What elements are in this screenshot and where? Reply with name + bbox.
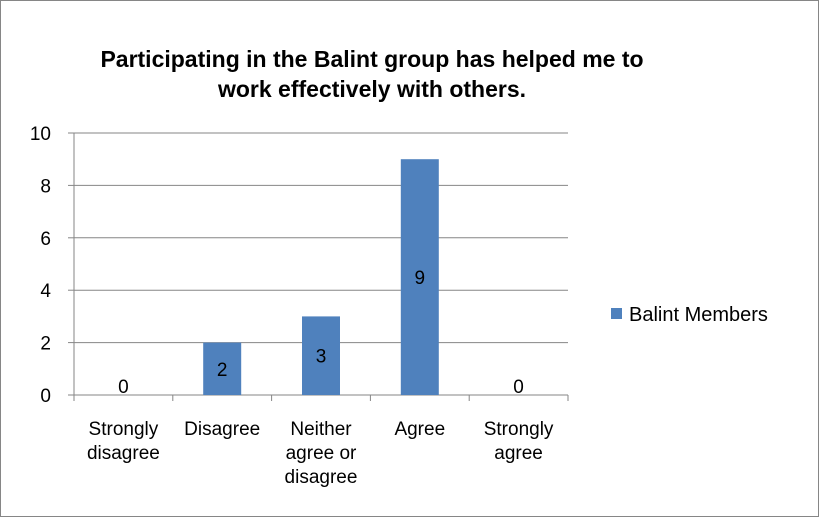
chart-title-line: Participating in the Balint group has he… (100, 46, 643, 72)
legend-swatch (611, 308, 622, 319)
x-category-label: agree (494, 443, 543, 464)
bars (203, 159, 439, 395)
y-tick-label: 4 (40, 281, 51, 302)
bar (400, 159, 439, 395)
legend: Balint Members (611, 304, 768, 326)
data-label: 3 (316, 347, 327, 368)
y-tick-label: 6 (40, 229, 51, 250)
gridlines (74, 132, 568, 344)
y-tick-label: 8 (40, 176, 51, 197)
data-label: 0 (513, 377, 524, 398)
x-category-label: Disagree (184, 419, 260, 440)
legend-label: Balint Members (629, 304, 768, 326)
y-tick-label: 2 (40, 334, 51, 355)
data-label: 2 (217, 360, 228, 381)
chart-title: Participating in the Balint group has he… (100, 46, 643, 102)
chart-title-line: work effectively with others. (217, 76, 526, 102)
y-axis-tick-labels: 0 2 4 6 8 10 (30, 124, 52, 407)
data-labels: 0 2 3 9 0 (118, 268, 524, 398)
x-category-label: disagree (87, 443, 160, 464)
x-category-label: Strongly (484, 419, 554, 440)
y-tick-label: 10 (30, 124, 51, 145)
bar (203, 342, 242, 395)
x-category-label: Neither (290, 419, 352, 440)
x-category-label: disagree (285, 467, 358, 488)
data-label: 0 (118, 377, 129, 398)
x-axis-category-labels: Strongly disagree Disagree Neither agree or d… (87, 419, 554, 488)
data-label: 9 (415, 268, 426, 289)
x-category-label: Strongly (89, 419, 159, 440)
x-category-label: agree or (286, 443, 357, 464)
y-tick-label: 0 (40, 386, 51, 407)
bar (302, 316, 340, 395)
x-category-label: Agree (394, 419, 445, 440)
